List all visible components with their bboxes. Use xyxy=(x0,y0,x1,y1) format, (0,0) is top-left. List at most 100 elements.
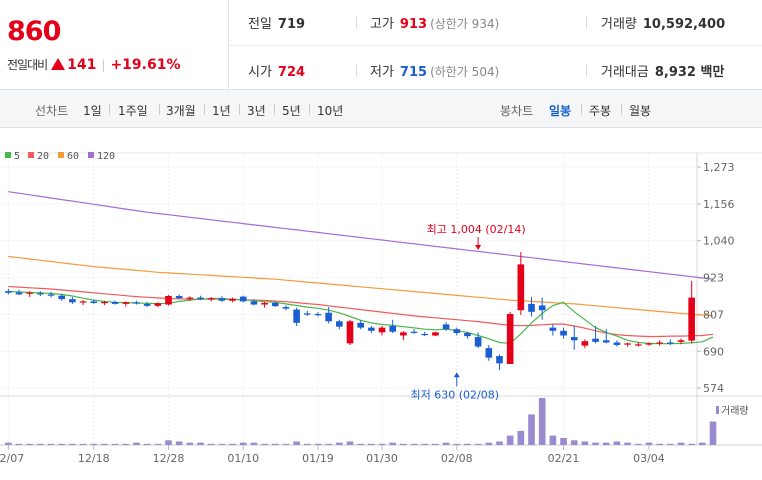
volume-bar xyxy=(293,441,300,445)
x-tick-label: 12/07 xyxy=(0,452,24,465)
volume-bar xyxy=(271,443,279,445)
volume-bar xyxy=(218,443,226,445)
prev-close-value: 719 xyxy=(277,17,306,32)
price-box: 860 전일대비 141 | +19.61% xyxy=(0,0,229,90)
volume-value: 10,592,400 xyxy=(642,17,726,32)
trade-amount: 거래대금 8,932 백만 xyxy=(601,61,724,80)
candle-up xyxy=(378,327,386,333)
volume-label: 거래량 xyxy=(601,17,637,32)
volume-bar xyxy=(261,443,268,445)
tab-5-years[interactable]: 5년 xyxy=(282,104,301,118)
candle-down xyxy=(421,333,429,336)
tab-1-year[interactable]: 1년 xyxy=(212,104,231,118)
volume-bar xyxy=(453,443,461,445)
tab-daily[interactable]: 일봉 xyxy=(549,104,572,118)
amount-value: 8,932 백만 xyxy=(654,65,725,80)
period-tab-bar: 선차트 1일 1주일 3개월 1년 3년 5년 10년 봉차트 일봉 주봉 월봉 xyxy=(0,90,762,128)
candle-down xyxy=(133,302,140,304)
candles xyxy=(5,252,695,371)
ma60-line xyxy=(8,255,714,317)
y-tick-label: 923 xyxy=(703,272,724,285)
volume-bar xyxy=(656,443,663,445)
volume-bar xyxy=(250,442,258,445)
candle-up xyxy=(261,302,268,305)
tab-weekly[interactable]: 주봉 xyxy=(589,104,612,118)
candle-up xyxy=(517,264,525,311)
tab-10-years[interactable]: 10년 xyxy=(317,104,344,118)
volume-bar xyxy=(624,442,631,445)
divider xyxy=(274,104,275,115)
x-tick-label: 12/18 xyxy=(78,452,110,465)
low-price: 저가 715 (하한가 504) xyxy=(370,61,499,80)
tab-1-day[interactable]: 1일 xyxy=(83,104,102,118)
volume-bar xyxy=(410,443,418,445)
legend-swatch xyxy=(58,152,64,158)
legend-label: 5 xyxy=(14,151,20,162)
candle-down xyxy=(282,307,290,309)
candle-up xyxy=(154,303,162,306)
tab-1-week[interactable]: 1주일 xyxy=(118,104,148,118)
candle-down xyxy=(464,332,471,337)
volume-bar xyxy=(634,443,642,445)
candle-down xyxy=(37,293,44,295)
candle-down xyxy=(47,294,55,296)
high-label: 고가 xyxy=(370,17,394,32)
volume-bar xyxy=(581,441,589,445)
prev-close-label: 전일 xyxy=(248,17,272,32)
prev-close: 전일 719 xyxy=(248,13,305,32)
legend-swatch xyxy=(88,152,94,158)
high-price: 고가 913 (상한가 934) xyxy=(370,13,499,32)
volume-bar xyxy=(699,442,706,445)
divider xyxy=(356,64,357,77)
x-tick-label: 12/28 xyxy=(153,452,185,465)
candle-down xyxy=(250,301,258,305)
volume-bar xyxy=(5,442,12,445)
volume-bar xyxy=(688,443,695,445)
ma5-line xyxy=(8,290,714,345)
volume-bar xyxy=(506,435,514,445)
volume-bar xyxy=(389,442,397,445)
candle-up xyxy=(346,321,354,344)
tab-3-years[interactable]: 3년 xyxy=(247,104,266,118)
candle-up xyxy=(645,343,653,345)
x-tick-label: 02/21 xyxy=(548,452,580,465)
chart-legend: 5 20 60 120 xyxy=(5,151,115,162)
volume-bar xyxy=(165,440,172,445)
tab-3-months[interactable]: 3개월 xyxy=(166,104,196,118)
tab-monthly[interactable]: 월봉 xyxy=(629,104,652,118)
legend-label: 120 xyxy=(97,151,115,162)
volume-bar xyxy=(592,442,599,445)
candle-down xyxy=(442,324,450,330)
divider xyxy=(109,104,110,115)
candle-up xyxy=(656,342,663,344)
divider xyxy=(586,64,587,77)
x-tick-label: 01/10 xyxy=(227,452,259,465)
candle-down xyxy=(410,331,418,333)
candle-down xyxy=(666,342,674,344)
volume-bar xyxy=(677,442,685,445)
change-percent: +19.61% xyxy=(110,57,181,73)
candle-down xyxy=(69,299,76,303)
chart-annotations: 최고 1,004 (02/14) 최저 630 (02/08) xyxy=(411,223,526,401)
candle-down xyxy=(485,348,493,358)
volume-bar xyxy=(79,443,87,445)
candle-up xyxy=(506,314,514,364)
candle-down xyxy=(314,314,322,316)
volume-bar xyxy=(570,440,578,445)
low-label: 저가 xyxy=(370,65,394,80)
volume-bar xyxy=(666,443,674,445)
min-arrow-icon xyxy=(453,372,460,378)
amount-label: 거래대금 xyxy=(601,65,649,80)
candle-down xyxy=(239,296,247,302)
y-tick-label: 807 xyxy=(703,308,724,321)
candle-down xyxy=(389,326,397,332)
volume-bar xyxy=(101,443,108,445)
volume-bar xyxy=(143,443,151,445)
candle-down xyxy=(325,312,332,322)
current-price: 860 xyxy=(7,16,61,47)
volume-bar xyxy=(26,443,34,445)
candle-down xyxy=(143,303,151,306)
ma120-line xyxy=(8,191,714,280)
x-tick-label: 01/30 xyxy=(366,452,398,465)
divider xyxy=(309,104,310,115)
